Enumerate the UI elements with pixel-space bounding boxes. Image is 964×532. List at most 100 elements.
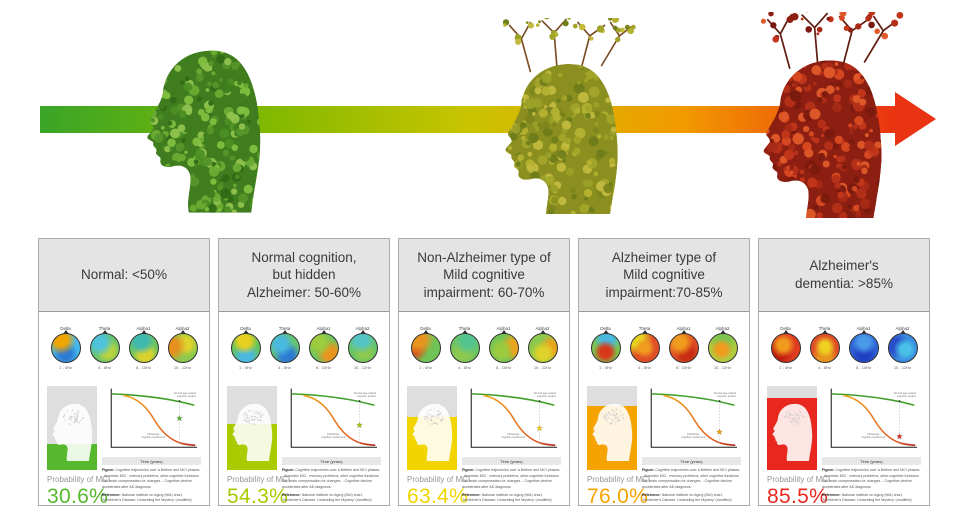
head-gauge [767, 386, 817, 470]
probability-star-marker [356, 421, 363, 428]
decline-chart-column: Normal age-related cognitive decline Patho… [462, 386, 561, 509]
reference-caption: Reference: National Institute on Aging (… [822, 492, 913, 503]
eeg-topomap [308, 330, 339, 363]
nose-marker-icon [422, 330, 429, 334]
nose-marker-icon [500, 330, 507, 334]
probability-column: Probability of MCI 63.4% [407, 386, 470, 509]
eeg-topomap [269, 330, 300, 363]
eeg-band-label: Alpha1 [136, 326, 151, 331]
eeg-frequency-range: 8 - 10Hz [315, 365, 332, 370]
eeg-frequency-range: 8 - 10Hz [135, 365, 152, 370]
eeg-topomap [167, 330, 198, 363]
eeg-band-label: Delta [420, 326, 431, 331]
eeg-topomap [887, 330, 918, 363]
eeg-band-label: Alpha1 [496, 326, 511, 331]
eeg-map-item: Theta 4 - 8Hz [626, 326, 663, 370]
eeg-frequency-range: 8 - 10Hz [855, 365, 872, 370]
nose-marker-icon [281, 330, 288, 334]
eeg-frequency-range: 1 - 4Hz [599, 365, 612, 370]
eeg-band-label: Alpha2 [175, 326, 190, 331]
probability-star-marker [896, 433, 903, 440]
eeg-band-label: Delta [60, 326, 71, 331]
eeg-topomap [668, 330, 699, 363]
brain-tree-dementia [742, 12, 906, 218]
eeg-frequency-range: 1 - 4Hz [239, 365, 252, 370]
stage-card: Normal cognition, but hidden Alzheimer: … [218, 238, 390, 509]
reference-caption: Reference: National Institute on Aging (… [282, 492, 373, 503]
nose-marker-icon [179, 330, 186, 334]
eeg-map-item: Delta 1 - 4Hz [227, 326, 264, 370]
brain-tree-healthy [132, 24, 274, 214]
reference-caption: Reference: National Institute on Aging (… [642, 492, 733, 503]
eeg-frequency-range: 4 - 8Hz [638, 365, 651, 370]
eeg-topomap-row: Delta 1 - 4Hz Theta 4 - 8Hz Alpha1 8 - 10Hz Al… [764, 326, 924, 370]
eeg-frequency-range: 8 - 10Hz [495, 365, 512, 370]
nose-marker-icon [140, 330, 147, 334]
eeg-topomap [629, 330, 660, 363]
probability-value: 85.5% [767, 485, 829, 508]
nose-marker-icon [860, 330, 867, 334]
nose-marker-icon [782, 330, 789, 334]
chart-x-axis-label: Time (years) [822, 457, 921, 465]
eeg-map-item: Alpha1 8 - 10Hz [125, 326, 162, 370]
eeg-band-label: Theta [638, 326, 651, 331]
chart-x-axis-label: Time (years) [282, 457, 381, 465]
nose-marker-icon [461, 330, 468, 334]
nose-marker-icon [641, 330, 648, 334]
eeg-band-label: Alpha2 [355, 326, 370, 331]
chart-caption: Figure: Cognitive trajectories over a li… [102, 468, 201, 504]
cognitive-decline-chart: Normal age-related cognitive decline Patho… [110, 388, 197, 448]
stage-card-title: Normal: <50% [39, 239, 209, 312]
eeg-frequency-range: 8 - 10Hz [675, 365, 692, 370]
eeg-band-label: Alpha2 [715, 326, 730, 331]
healthy-brain-tree-svg [147, 50, 261, 213]
cognitive-decline-chart: Normal age-related cognitive decline Patho… [290, 388, 377, 448]
probability-column: Probability of MCI 54.3% [227, 386, 291, 509]
eeg-map-item: Alpha1 8 - 10Hz [665, 326, 702, 370]
mci-brain-tree-svg [502, 18, 636, 214]
eeg-map-item: Theta 4 - 8Hz [446, 326, 483, 370]
nose-marker-icon [320, 330, 327, 334]
eeg-topomap [89, 330, 120, 363]
cognitive-decline-chart: Normal age-related cognitive decline Patho… [830, 388, 917, 448]
eeg-frequency-range: 1 - 4Hz [779, 365, 792, 370]
chart-caption: Figure: Cognitive trajectories over a li… [282, 468, 381, 504]
probability-star-marker [716, 428, 723, 435]
head-gauge [587, 386, 637, 470]
eeg-frequency-range: 10 - 12Hz [353, 365, 372, 370]
probability-value: 63.4% [407, 485, 469, 508]
stage-card-bottom: Probability of MCI 54.3% Normal age-rela… [224, 386, 384, 509]
chart-caption: Figure: Cognitive trajectories over a li… [462, 468, 561, 504]
stage-card-body: Delta 1 - 4Hz Theta 4 - 8Hz Alpha1 8 - 10Hz Al… [399, 312, 569, 513]
eeg-band-label: Alpha1 [856, 326, 871, 331]
eeg-map-item: Delta 1 - 4Hz [587, 326, 624, 370]
eeg-topomap [449, 330, 480, 363]
nose-marker-icon [539, 330, 546, 334]
probability-label: Probability of MCI [587, 475, 651, 484]
probability-value: 54.3% [227, 485, 289, 508]
stage-card-body: Delta 1 - 4Hz Theta 4 - 8Hz Alpha1 8 - 10Hz Al… [579, 312, 749, 513]
eeg-frequency-range: 4 - 8Hz [458, 365, 471, 370]
eeg-topomap [707, 330, 738, 363]
figure-caption: Figure: Cognitive trajectories over a li… [282, 468, 381, 489]
probability-star-marker [536, 425, 543, 432]
cognitive-decline-chart: Normal age-related cognitive decline Patho… [470, 388, 557, 448]
figure-caption: Figure: Cognitive trajectories over a li… [102, 468, 201, 489]
eeg-band-label: Delta [240, 326, 251, 331]
probability-label: Probability of MCI [767, 475, 831, 484]
eeg-topomap-row: Delta 1 - 4Hz Theta 4 - 8Hz Alpha1 8 - 10Hz Al… [44, 326, 204, 370]
eeg-topomap [590, 330, 621, 363]
eeg-band-label: Delta [780, 326, 791, 331]
stage-card-bottom: Probability of MCI 76.0% Normal age-rela… [584, 386, 744, 509]
eeg-map-item: Theta 4 - 8Hz [86, 326, 123, 370]
stage-card-bottom: Probability of MCI 63.4% Normal age-rela… [404, 386, 564, 509]
head-silhouette-icon [52, 403, 93, 461]
eeg-topomap [809, 330, 840, 363]
probability-label: Probability of MCI [227, 475, 291, 484]
probability-label: Probability of MCI [47, 475, 111, 484]
